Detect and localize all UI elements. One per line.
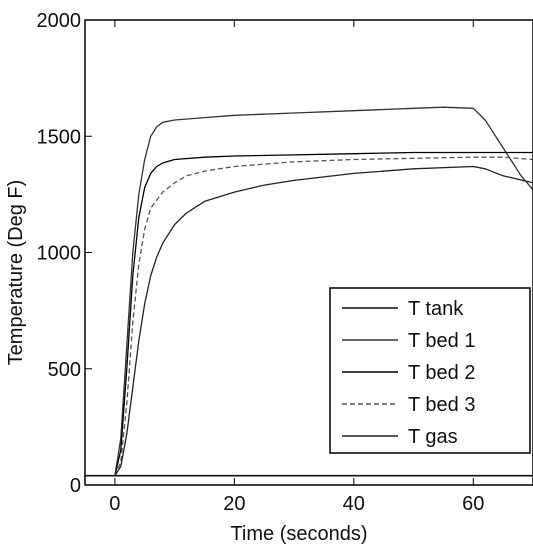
legend-label: T bed 3 (408, 394, 475, 416)
x-tick-label: 0 (109, 493, 120, 515)
x-axis-label: Time (seconds) (230, 523, 367, 545)
series-line-4 (114, 156, 533, 476)
legend-label: T tank (408, 298, 464, 320)
legend: T tank T bed 1 T bed 2 T bed 3 T gas (329, 287, 531, 454)
y-tick-label: 0 (70, 475, 81, 497)
legend-box (329, 287, 531, 454)
y-tick-label: 2000 (37, 10, 82, 32)
legend-label: T bed 2 (408, 362, 475, 384)
series-line-5 (114, 165, 533, 477)
y-axis: 0 500 1000 1500 2000 (37, 10, 92, 497)
y-axis-label: Temperature (Deg F) (5, 180, 27, 366)
x-tick-label: 20 (223, 493, 245, 515)
y-tick-label: 500 (48, 359, 81, 381)
series-layer (85, 106, 533, 477)
series-line-2 (114, 106, 533, 476)
y-tick-label: 1500 (37, 126, 82, 148)
x-axis: 0 20 40 60 (109, 20, 484, 515)
legend-label: T bed 1 (408, 330, 475, 352)
series-line-3 (114, 151, 533, 476)
legend-label: T gas (408, 426, 458, 448)
x-tick-label: 40 (343, 493, 365, 515)
x-tick-label: 60 (462, 493, 484, 515)
y-tick-label: 1000 (37, 243, 82, 265)
